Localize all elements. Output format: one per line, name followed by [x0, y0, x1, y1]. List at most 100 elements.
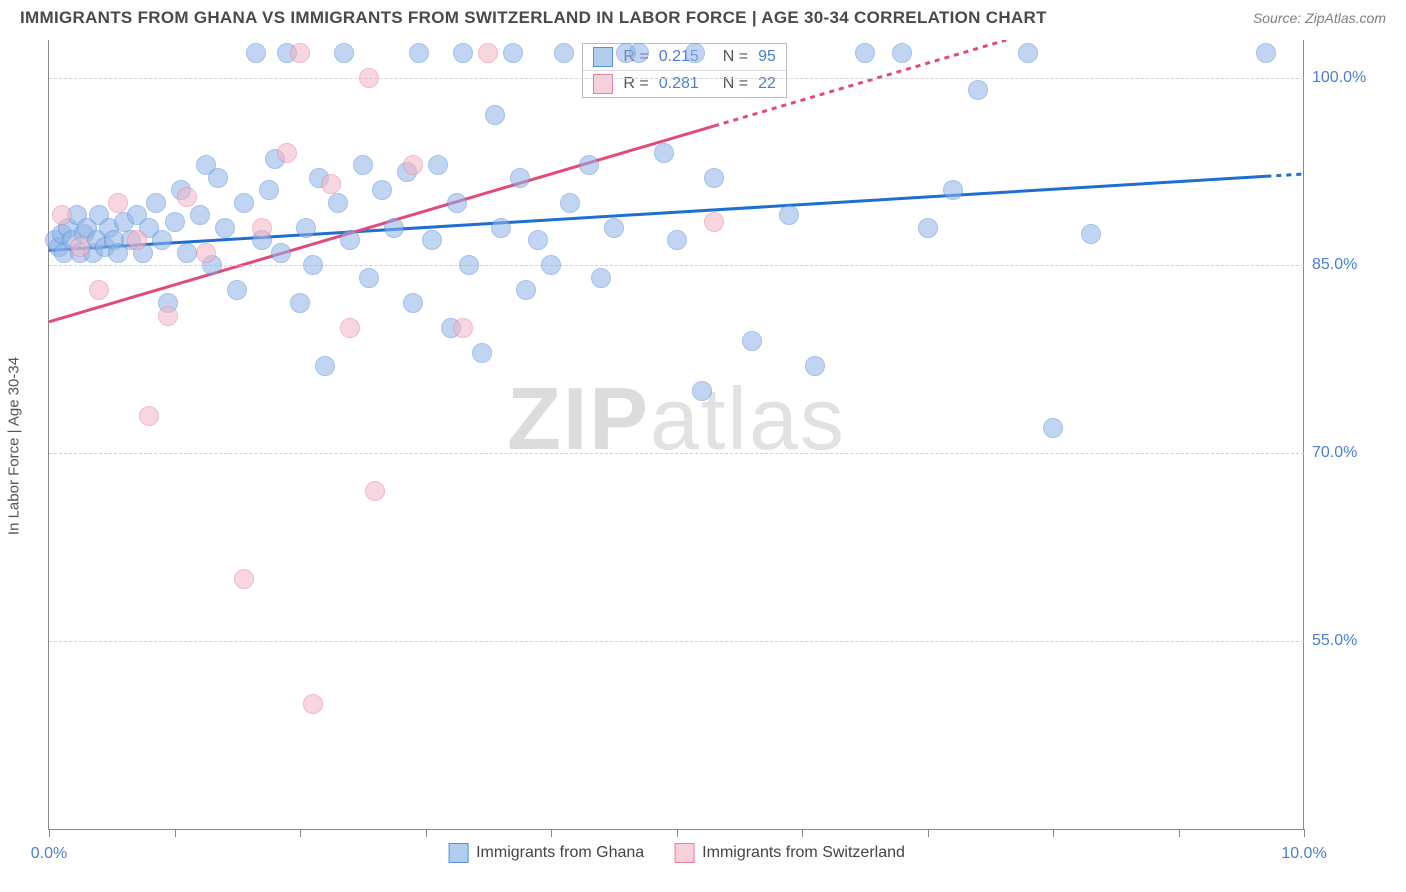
data-point-ghana [165, 212, 185, 232]
data-point-ghana [1043, 418, 1063, 438]
data-point-ghana [303, 255, 323, 275]
y-tick-label: 85.0% [1312, 256, 1392, 274]
data-point-ghana [604, 218, 624, 238]
data-point-ghana [503, 43, 523, 63]
x-tick [426, 829, 427, 837]
swatch-switzerland-icon [674, 843, 694, 863]
data-point-ghana [516, 280, 536, 300]
stats-row-ghana: R = 0.215N = 95 [583, 44, 786, 70]
data-point-ghana [472, 343, 492, 363]
data-point-ghana [943, 180, 963, 200]
x-tick [1053, 829, 1054, 837]
data-point-ghana [447, 193, 467, 213]
scatter-chart: ZIPatlas R = 0.215N = 95R = 0.281N = 22 … [48, 40, 1304, 830]
bottom-legend: Immigrants from Ghana Immigrants from Swi… [448, 843, 905, 863]
x-tick [802, 829, 803, 837]
data-point-switzerland [359, 68, 379, 88]
x-tick-label: 0.0% [31, 845, 67, 863]
legend-item-ghana: Immigrants from Ghana [448, 843, 644, 863]
data-point-switzerland [108, 193, 128, 213]
data-point-ghana [742, 331, 762, 351]
stats-n-label: N = [723, 48, 748, 66]
data-point-ghana [315, 356, 335, 376]
data-point-ghana [215, 218, 235, 238]
data-point-switzerland [290, 43, 310, 63]
data-point-switzerland [89, 280, 109, 300]
data-point-ghana [855, 43, 875, 63]
data-point-switzerland [52, 205, 72, 225]
x-tick [551, 829, 552, 837]
data-point-switzerland [478, 43, 498, 63]
x-tick [1179, 829, 1180, 837]
x-tick [677, 829, 678, 837]
data-point-ghana [152, 230, 172, 250]
data-point-ghana [541, 255, 561, 275]
data-point-switzerland [365, 481, 385, 501]
y-tick-label: 100.0% [1312, 69, 1392, 87]
data-point-ghana [1018, 43, 1038, 63]
data-point-ghana [259, 180, 279, 200]
data-point-ghana [453, 43, 473, 63]
data-point-switzerland [177, 187, 197, 207]
swatch-ghana-icon [448, 843, 468, 863]
data-point-ghana [334, 43, 354, 63]
y-tick-label: 55.0% [1312, 632, 1392, 650]
data-point-ghana [510, 168, 530, 188]
data-point-ghana [560, 193, 580, 213]
data-point-ghana [359, 268, 379, 288]
y-axis-title: In Labor Force | Age 30-34 [6, 357, 23, 535]
watermark: ZIPatlas [507, 368, 846, 470]
trend-line-ghana-dashed [1266, 174, 1304, 176]
x-tick [175, 829, 176, 837]
data-point-ghana [227, 280, 247, 300]
data-point-ghana [428, 155, 448, 175]
data-point-ghana [190, 205, 210, 225]
data-point-switzerland [196, 243, 216, 263]
data-point-switzerland [127, 230, 147, 250]
data-point-switzerland [70, 237, 90, 257]
data-point-ghana [918, 218, 938, 238]
data-point-ghana [629, 43, 649, 63]
data-point-ghana [372, 180, 392, 200]
data-point-ghana [654, 143, 674, 163]
legend-label: Immigrants from Switzerland [702, 844, 905, 862]
data-point-ghana [692, 381, 712, 401]
data-point-switzerland [340, 318, 360, 338]
data-point-switzerland [704, 212, 724, 232]
data-point-ghana [271, 243, 291, 263]
data-point-switzerland [277, 143, 297, 163]
data-point-switzerland [139, 406, 159, 426]
gridline [49, 641, 1304, 642]
data-point-ghana [296, 218, 316, 238]
data-point-ghana [554, 43, 574, 63]
data-point-ghana [667, 230, 687, 250]
data-point-ghana [177, 243, 197, 263]
data-point-ghana [579, 155, 599, 175]
data-point-switzerland [303, 694, 323, 714]
data-point-ghana [685, 43, 705, 63]
data-point-ghana [146, 193, 166, 213]
x-tick [300, 829, 301, 837]
data-point-ghana [208, 168, 228, 188]
y-tick-label: 70.0% [1312, 444, 1392, 462]
gridline [49, 265, 1304, 266]
data-point-ghana [892, 43, 912, 63]
data-point-ghana [968, 80, 988, 100]
x-tick-label: 10.0% [1281, 845, 1326, 863]
data-point-switzerland [321, 174, 341, 194]
x-tick [1304, 829, 1305, 837]
data-point-ghana [340, 230, 360, 250]
data-point-ghana [328, 193, 348, 213]
data-point-ghana [805, 356, 825, 376]
data-point-ghana [779, 205, 799, 225]
data-point-ghana [1081, 224, 1101, 244]
data-point-switzerland [234, 569, 254, 589]
data-point-ghana [528, 230, 548, 250]
trend-lines [49, 40, 1304, 829]
data-point-switzerland [403, 155, 423, 175]
gridline [49, 78, 1304, 79]
data-point-ghana [1256, 43, 1276, 63]
data-point-switzerland [252, 218, 272, 238]
data-point-ghana [384, 218, 404, 238]
stats-n-value: 95 [758, 48, 776, 66]
